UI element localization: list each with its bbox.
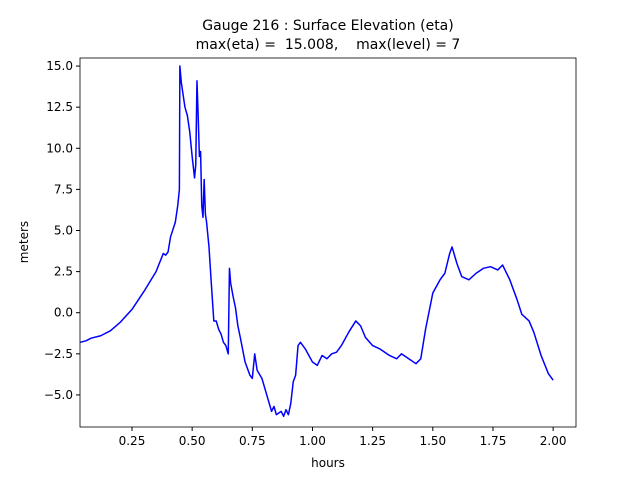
x-tick-label: 1.25 [359,434,386,448]
x-tick-label: 1.75 [480,434,507,448]
y-tick-label: 12.5 [46,100,73,114]
x-axis-label: hours [311,456,345,470]
x-tick-label: 1.00 [299,434,326,448]
x-tick-label: 0.50 [179,434,206,448]
x-tick-label: 0.75 [239,434,266,448]
x-tick-label: 1.50 [419,434,446,448]
chart-title: Gauge 216 : Surface Elevation (eta) [202,18,453,34]
y-tick-label: 7.5 [54,182,73,196]
x-tick-label: 0.25 [119,434,146,448]
y-tick-label: −2.5 [44,347,73,361]
y-tick-label: 0.0 [54,306,73,320]
x-tick-label: 2.00 [540,434,567,448]
y-tick-label: 15.0 [46,59,73,73]
y-tick-label: 5.0 [54,223,73,237]
y-axis-label: meters [17,221,31,263]
y-tick-label: 2.5 [54,265,73,279]
plot-frame [79,57,577,428]
y-tick-label: 10.0 [46,141,73,155]
chart-subtitle: max(eta) = 15.008, max(level) = 7 [196,37,461,53]
data-line [80,65,554,418]
y-tick-label: −5.0 [44,388,73,402]
